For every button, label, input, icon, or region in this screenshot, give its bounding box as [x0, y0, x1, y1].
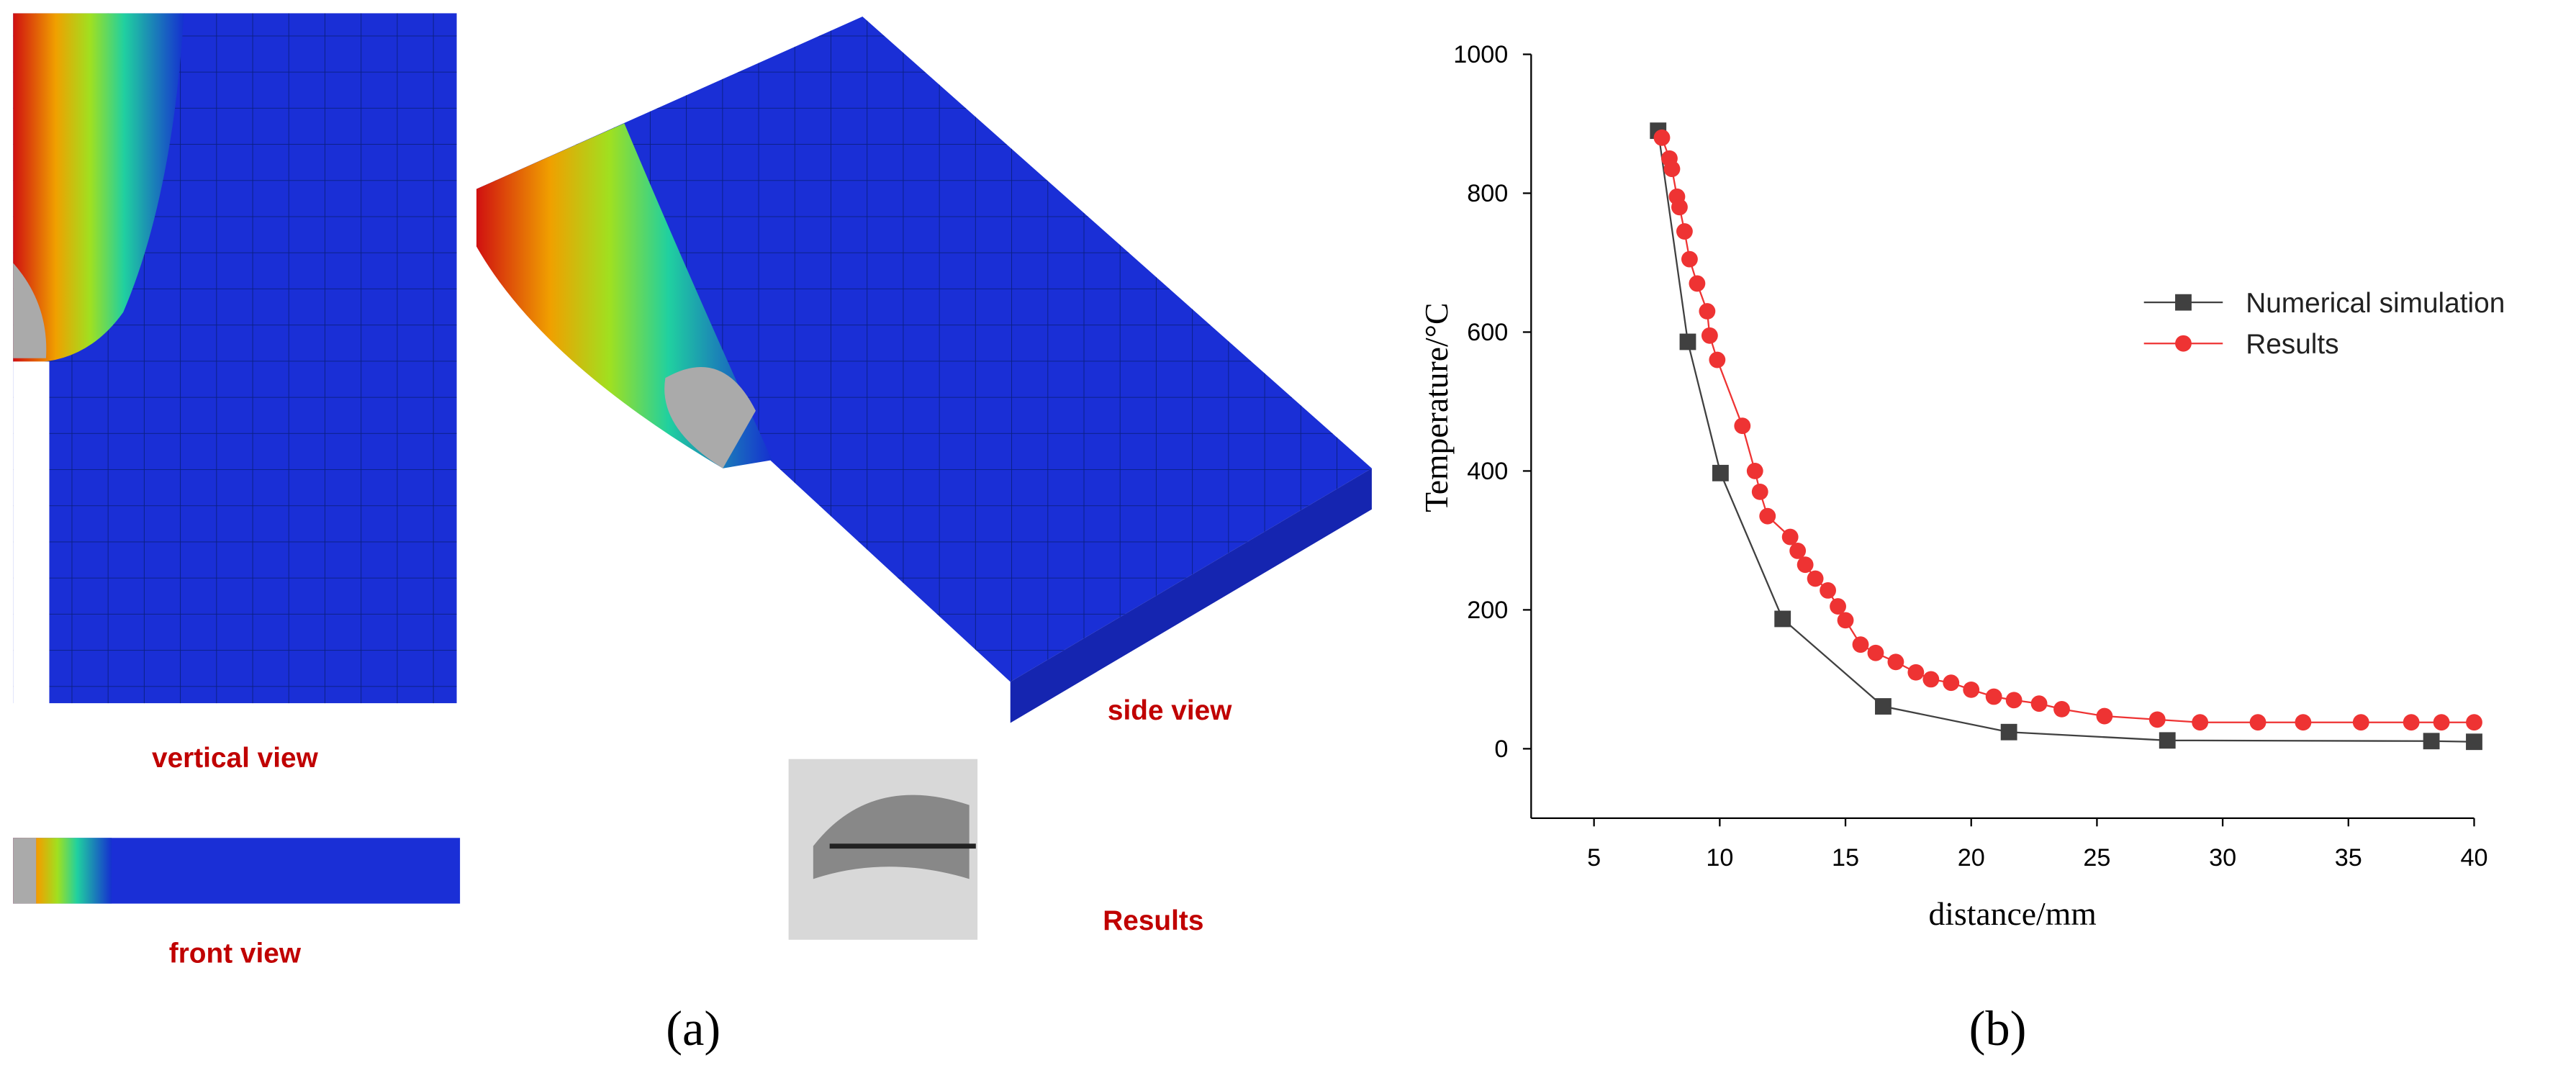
- data-point: [1820, 581, 1836, 599]
- x-tick-label: 20: [1958, 844, 1985, 872]
- data-point: [1751, 483, 1768, 500]
- side-view-render: [476, 17, 1372, 723]
- data-point: [1830, 598, 1846, 615]
- data-point: [1746, 463, 1763, 479]
- caption: (b): [1969, 1001, 2027, 1056]
- data-point: [2000, 723, 2017, 741]
- x-tick-label: 35: [2335, 844, 2362, 872]
- data-point: [2352, 714, 2369, 731]
- data-point: [1679, 333, 1696, 350]
- data-point: [1653, 129, 1671, 146]
- series-line: [1657, 130, 2475, 743]
- data-point: [2159, 732, 2176, 749]
- results-photo: [788, 759, 978, 940]
- data-point: [1734, 417, 1751, 435]
- data-point: [1907, 664, 1925, 681]
- data-point: [1887, 653, 1904, 671]
- label: vertical view: [152, 743, 319, 774]
- y-tick-label: 1000: [1453, 41, 1508, 68]
- data-point: [1676, 223, 1693, 240]
- data-point: [2423, 733, 2440, 750]
- x-tick-label: 5: [1587, 844, 1601, 872]
- data-point: [2005, 692, 2023, 709]
- front-view-render: [13, 838, 461, 904]
- data-point: [1701, 327, 1718, 344]
- data-point: [1759, 507, 1776, 525]
- data-point: [2466, 714, 2482, 731]
- x-tick-label: 25: [2083, 844, 2110, 872]
- data-point: [2295, 714, 2312, 731]
- data-point: [1797, 556, 1814, 574]
- y-tick-label: 600: [1467, 319, 1508, 346]
- caption: (a): [666, 1001, 720, 1056]
- data-point: [1867, 644, 1884, 661]
- x-tick-label: 40: [2460, 844, 2487, 872]
- data-point: [2096, 707, 2113, 725]
- data-point: [1985, 688, 2002, 705]
- y-tick-label: 400: [1467, 458, 1508, 485]
- vertical-view-render: [13, 13, 457, 707]
- data-point: [1963, 681, 1980, 698]
- data-point: [2433, 714, 2450, 731]
- y-axis-label: Temperature/°C: [1418, 303, 1455, 512]
- legend-marker: [2175, 294, 2192, 311]
- x-tick-label: 30: [2209, 844, 2236, 872]
- data-point: [2053, 700, 2070, 718]
- x-tick-label: 10: [1706, 844, 1733, 872]
- data-point: [1699, 303, 1716, 320]
- data-point: [2030, 695, 2048, 712]
- legend-label: Results: [2246, 329, 2338, 360]
- data-point: [2466, 733, 2482, 751]
- data-point: [1709, 351, 1726, 368]
- data-point: [2148, 711, 2166, 728]
- data-point: [2192, 714, 2209, 731]
- label: front view: [169, 938, 302, 969]
- data-point: [1781, 528, 1799, 546]
- legend-marker: [2175, 335, 2192, 352]
- y-tick-label: 800: [1467, 180, 1508, 207]
- data-point: [1943, 674, 1960, 692]
- data-point: [1789, 542, 1807, 559]
- data-point: [1712, 464, 1729, 481]
- data-point: [1922, 671, 1940, 688]
- x-axis-label: distance/mm: [1928, 895, 2096, 932]
- label: Results: [1103, 905, 1203, 936]
- data-point: [1671, 199, 1688, 216]
- data-point: [2249, 714, 2267, 731]
- data-point: [1774, 610, 1791, 628]
- label: side view: [1108, 695, 1232, 726]
- data-point: [1689, 275, 1706, 292]
- data-point: [1807, 570, 1824, 587]
- data-point: [1681, 250, 1698, 268]
- data-point: [2403, 714, 2420, 731]
- data-point: [1875, 698, 1892, 715]
- x-tick-label: 15: [1832, 844, 1859, 872]
- legend-label: Numerical simulation: [2246, 288, 2505, 319]
- series-line: [1660, 137, 2475, 723]
- data-point: [1852, 636, 1869, 653]
- y-tick-label: 0: [1494, 736, 1508, 763]
- y-tick-label: 200: [1467, 597, 1508, 624]
- data-point: [1663, 160, 1681, 178]
- data-point: [1837, 612, 1854, 629]
